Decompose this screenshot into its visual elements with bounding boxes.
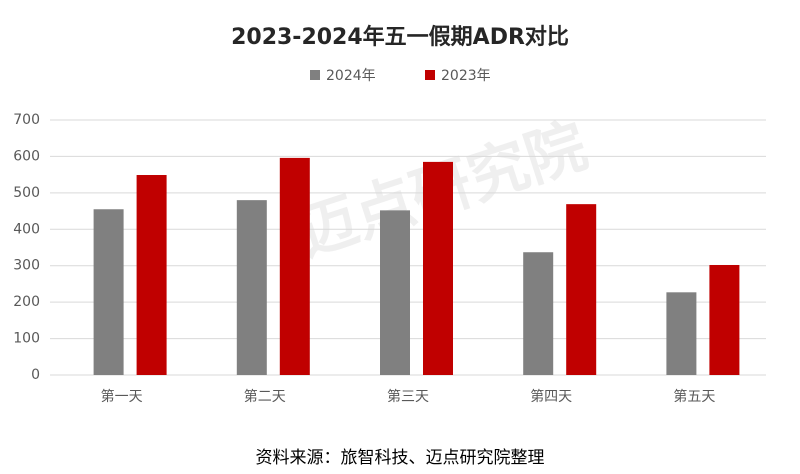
x-tick-label: 第四天 [530, 388, 572, 405]
y-tick-label: 0 [31, 367, 40, 383]
bar [566, 204, 597, 375]
y-tick-label: 400 [13, 221, 40, 237]
y-tick-label: 600 [13, 148, 40, 164]
legend-label: 2023年 [441, 68, 491, 84]
bar [279, 157, 310, 375]
bar [380, 210, 410, 375]
bar [666, 292, 697, 375]
legend-swatch [310, 70, 320, 80]
bar [93, 209, 124, 375]
bar [709, 264, 740, 375]
y-tick-label: 300 [13, 258, 40, 274]
x-tick-label: 第一天 [101, 388, 143, 405]
x-tick-label: 第三天 [387, 388, 429, 405]
legend-label: 2024年 [326, 68, 376, 84]
bar [423, 161, 453, 375]
bar [136, 175, 167, 375]
bar [236, 200, 267, 375]
chart-title: 2023-2024年五一假期ADR对比 [231, 24, 569, 50]
x-tick-label: 第五天 [673, 388, 715, 405]
source-note: 资料来源：旅智科技、迈点研究院整理 [256, 448, 545, 468]
y-tick-label: 700 [13, 112, 40, 128]
legend-swatch [425, 70, 435, 80]
y-tick-label: 200 [13, 294, 40, 310]
bar [523, 252, 554, 375]
x-tick-label: 第二天 [244, 388, 286, 405]
y-tick-label: 100 [13, 331, 40, 347]
y-tick-label: 500 [13, 185, 40, 201]
